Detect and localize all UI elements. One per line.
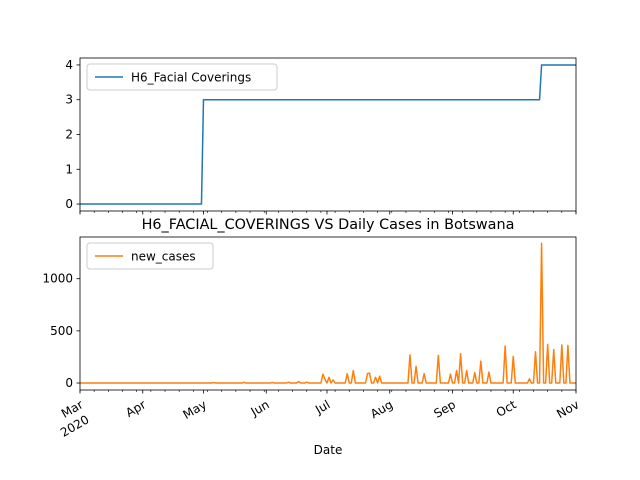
series-line-h6-facial-coverings [80,64,576,205]
top-panel: 0 1 2 3 4 H6_Facial Coverings [65,57,577,215]
legend-box [86,63,278,91]
x-tick-label: Jul [312,397,332,417]
legend-label: new_cases [131,250,196,264]
y-tick-label: 3 [65,93,73,107]
legend-box [86,242,214,270]
y-tick-label: 0 [65,376,73,390]
axes-frame [79,57,577,212]
y-tick-label: 2 [65,128,73,142]
y-tick-label: 500 [50,324,73,338]
y-tick-label: 1000 [42,272,73,286]
y-tick-label: 0 [65,197,73,211]
y-tick-label: 1 [65,162,73,176]
chart-title: H6_FACIAL_COVERINGS VS Daily Cases in Bo… [142,217,515,233]
series-line-new-cases [80,242,576,384]
y-tick-label: 4 [65,58,73,72]
legend-label: H6_Facial Coverings [131,71,251,85]
x-axis-label: Date [314,443,343,457]
axes-frame [79,236,577,391]
